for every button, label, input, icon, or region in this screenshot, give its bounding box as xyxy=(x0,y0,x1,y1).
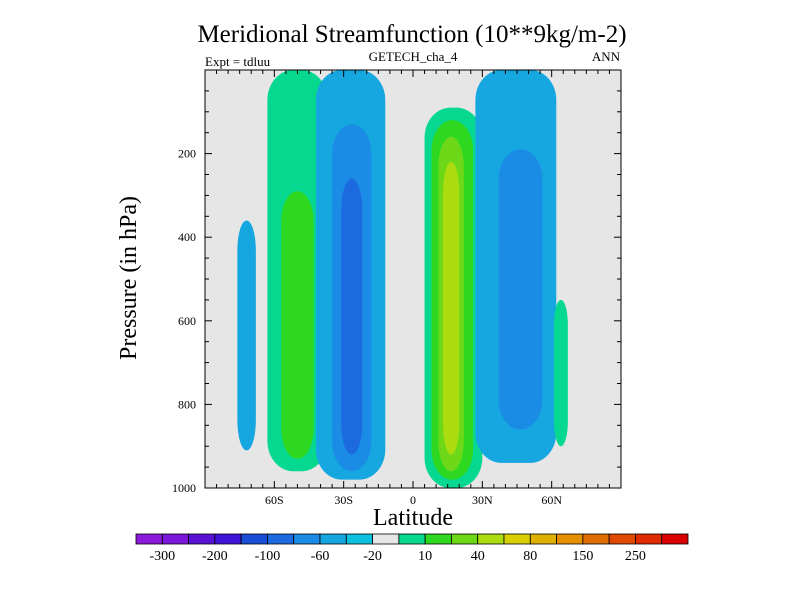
colorbar-swatch xyxy=(424,533,452,545)
y-tick-label: 600 xyxy=(178,314,196,328)
colorbar-label: -60 xyxy=(311,549,330,564)
colorbar-swatch xyxy=(188,533,216,545)
colorbar-swatch xyxy=(398,533,426,545)
chart-title: Meridional Streamfunction (10**9kg/m-2) xyxy=(197,21,626,48)
colorbar-swatch xyxy=(608,533,636,545)
x-tick-label: 0 xyxy=(410,493,416,507)
colorbar-swatch xyxy=(161,533,189,545)
colorbar-swatch xyxy=(635,533,663,545)
x-tick-label: 60N xyxy=(541,493,562,507)
y-tick-label: 200 xyxy=(178,147,196,161)
x-tick-labels: 60S 30S 0 30N 60N xyxy=(265,493,562,507)
x-tick-label: 60S xyxy=(265,493,284,507)
colorbar-swatch xyxy=(372,533,400,545)
colorbar-label: 150 xyxy=(572,549,593,564)
y-tick-labels: 200 400 600 800 1000 xyxy=(172,147,196,495)
contour-region xyxy=(553,299,568,447)
contour-regions xyxy=(237,70,568,488)
chart-subtitle-left: Expt = tdluu xyxy=(205,54,271,69)
contour-region xyxy=(498,149,543,430)
contour-region xyxy=(237,220,256,451)
contour-region xyxy=(281,191,314,459)
colorbar-swatch xyxy=(135,533,163,545)
colorbar-label: -20 xyxy=(363,549,382,564)
y-axis-label: Pressure (in hPa) xyxy=(116,196,142,360)
colorbar-label: 10 xyxy=(418,549,432,564)
colorbar-label: -100 xyxy=(255,549,281,564)
y-tick-label: 1000 xyxy=(172,481,196,495)
chart-subtitle-right: ANN xyxy=(592,49,621,64)
colorbar-swatch xyxy=(240,533,268,545)
contour-region xyxy=(443,161,460,455)
colorbar-labels: -300 -200 -100 -60 -20 10 40 80 150 250 xyxy=(149,549,645,564)
x-axis-label: Latitude xyxy=(373,505,453,531)
x-tick-label: 30S xyxy=(334,493,353,507)
y-tick-label: 800 xyxy=(178,397,196,411)
colorbar-swatch xyxy=(582,533,610,545)
contour-region xyxy=(341,178,363,455)
colorbar-swatch xyxy=(345,533,373,545)
axis-ticks xyxy=(204,69,622,489)
colorbar-swatch xyxy=(556,533,584,545)
y-tick-label: 400 xyxy=(178,230,196,244)
colorbar-swatch xyxy=(661,533,689,545)
colorbar-swatch xyxy=(267,533,295,545)
colorbar-label: -200 xyxy=(202,549,228,564)
colorbar-label: 250 xyxy=(625,549,646,564)
colorbar-label: 40 xyxy=(471,549,485,564)
colorbar-swatch xyxy=(214,533,242,545)
colorbar xyxy=(135,533,689,545)
colorbar-swatch xyxy=(477,533,505,545)
colorbar-label: -300 xyxy=(149,549,175,564)
colorbar-label: 80 xyxy=(523,549,537,564)
colorbar-swatch xyxy=(529,533,557,545)
chart-subtitle-center: GETECH_cha_4 xyxy=(369,49,458,64)
x-tick-label: 30N xyxy=(472,493,493,507)
colorbar-swatch xyxy=(503,533,531,545)
colorbar-swatch xyxy=(451,533,479,545)
colorbar-swatch xyxy=(319,533,347,545)
colorbar-swatch xyxy=(293,533,321,545)
